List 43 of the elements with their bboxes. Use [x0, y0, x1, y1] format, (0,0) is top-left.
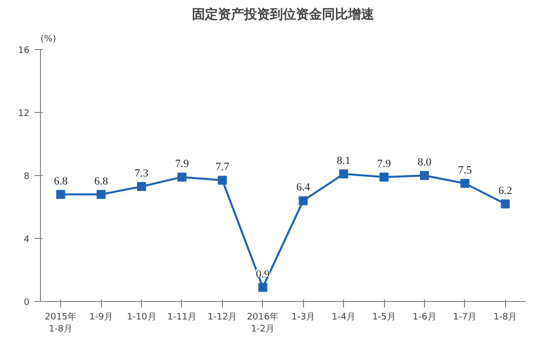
data-label: 6.8	[94, 175, 108, 188]
point	[420, 171, 429, 180]
point	[298, 196, 308, 206]
y-tick-label: 0	[24, 298, 30, 308]
data-label: 0.9	[256, 268, 270, 280]
y-tick-label: 8	[24, 172, 30, 182]
x-tick-label: 1-9月	[89, 312, 113, 322]
point	[500, 199, 510, 208]
data-label: 8.0	[418, 156, 432, 168]
x-tick-label: 1-7月	[453, 312, 477, 322]
point	[460, 178, 470, 188]
x-tick-label: 1-3月	[291, 312, 316, 322]
x-tick-label: 1-12月	[208, 312, 238, 322]
y-tick-label: 16	[18, 46, 30, 56]
data-label: 6.8	[54, 175, 68, 188]
point	[258, 282, 268, 292]
data-label: 8.1	[336, 154, 350, 167]
x-tick-label: 1-10月	[126, 312, 156, 322]
x-tick-label: 2015年 1-8月	[44, 312, 77, 334]
y-tick-label: 4	[24, 235, 30, 245]
x-tick-label: 1-11月	[167, 312, 197, 322]
point	[339, 169, 348, 178]
point	[177, 172, 186, 182]
point	[218, 176, 227, 185]
point	[137, 182, 146, 192]
data-label: 7.9	[377, 158, 392, 170]
y-axis-title: (%)	[40, 34, 56, 44]
chart-title: 固定资产投资到位资金同比增速	[192, 6, 375, 22]
data-label: 6.4	[296, 182, 311, 194]
x-tick-label: 1-6月	[412, 312, 436, 322]
point	[380, 172, 389, 182]
data-label: 6.2	[498, 184, 512, 197]
x-tick-label: 1-4月	[332, 312, 356, 322]
data-label: 7.3	[134, 168, 149, 180]
data-label: 7.7	[216, 161, 230, 174]
data-label: 7.9	[175, 158, 190, 170]
x-tick-label: 1-8月	[493, 312, 518, 322]
data-label: 7.5	[458, 164, 472, 176]
point	[56, 190, 66, 199]
x-tick-label: 2016年 1-2月	[246, 312, 279, 334]
y-tick-label: 12	[18, 109, 30, 119]
x-tick-label: 1-5月	[372, 312, 396, 322]
point	[96, 190, 106, 199]
